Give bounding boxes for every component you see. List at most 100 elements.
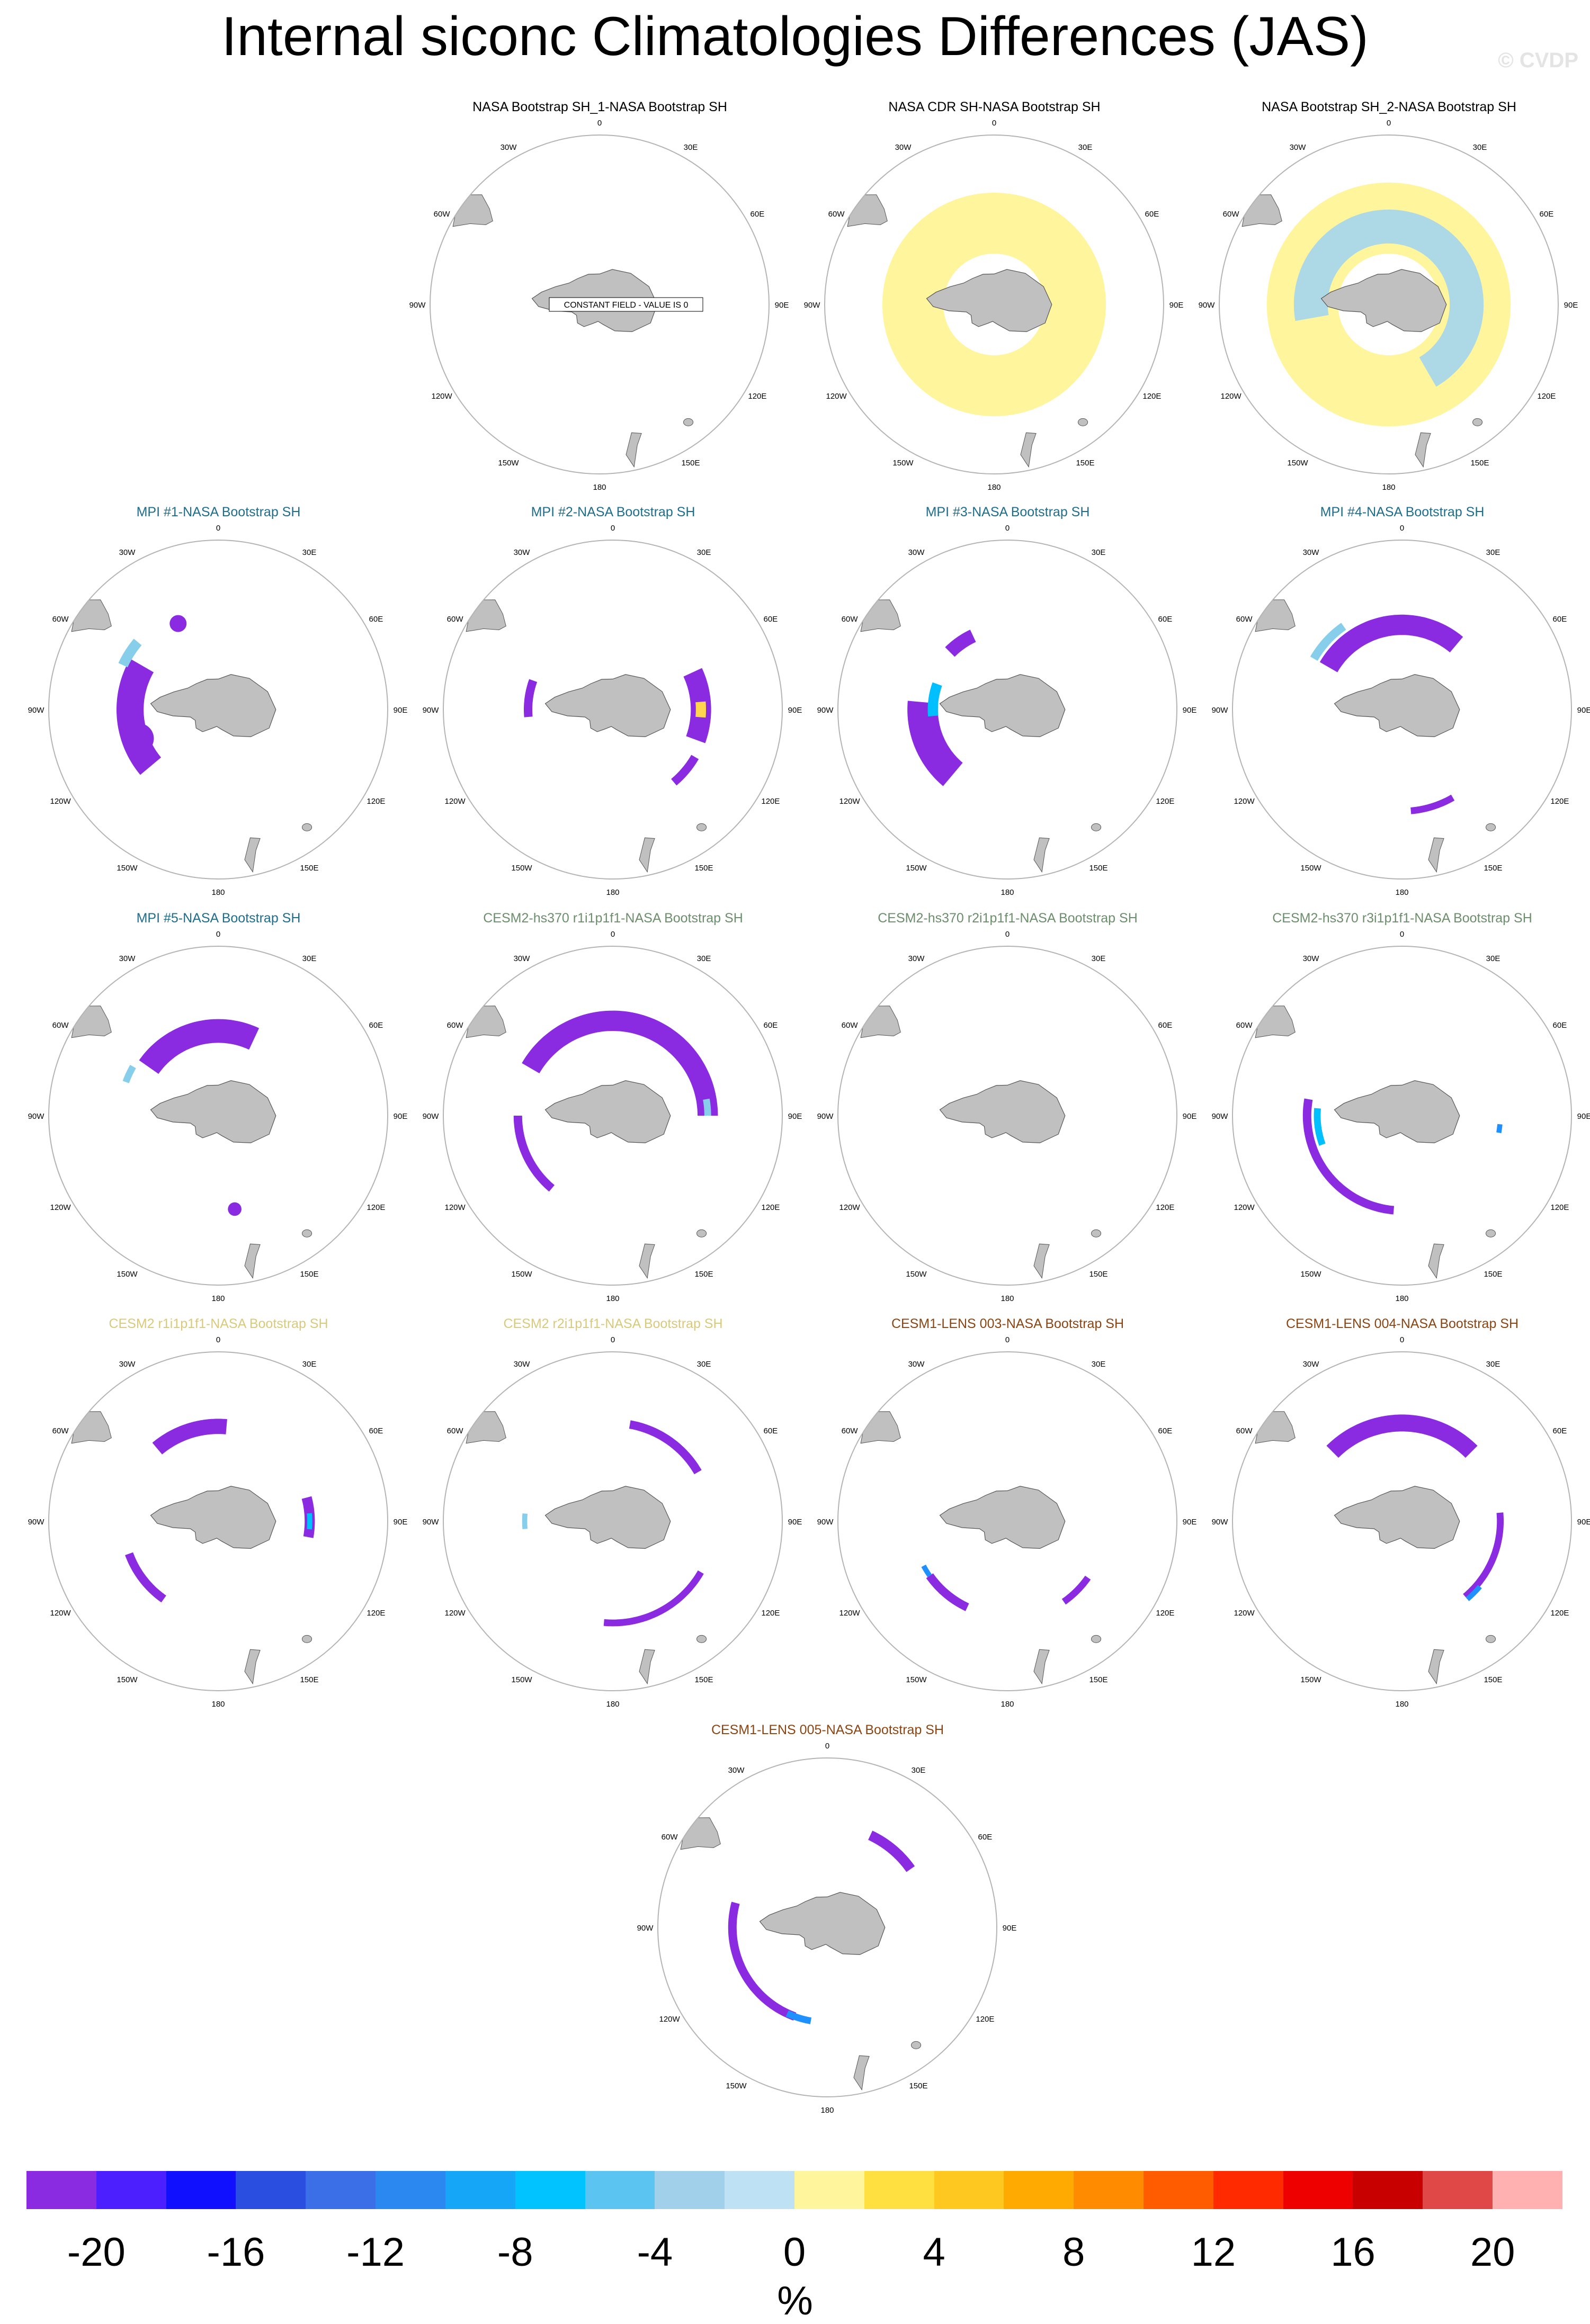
meridian-label: 0 — [1387, 119, 1391, 128]
meridian-label: 120W — [839, 1203, 861, 1212]
colorbar-units: % — [777, 2278, 813, 2323]
meridian-label: 90E — [788, 706, 802, 715]
meridian-label: 150W — [726, 2081, 747, 2090]
meridian-label: 60E — [764, 615, 778, 624]
new-zealand-land — [1033, 1243, 1050, 1279]
colorbar-swatch — [1423, 2171, 1493, 2209]
map-boundary-circle — [837, 540, 1177, 880]
colorbar-swatch — [445, 2171, 515, 2209]
ice-difference-region — [695, 701, 706, 718]
meridian-label: 180 — [1395, 888, 1408, 897]
meridian-label: 120W — [445, 797, 466, 806]
meridian-label: 60W — [842, 615, 859, 624]
map-clip-group — [1255, 599, 1496, 873]
polar-map: 0 30E 60E 90E 120E 150E 180 150W 120W 90W 60W 30W — [804, 119, 1184, 492]
antarctica-land — [544, 1486, 671, 1549]
map-clip-group — [466, 1411, 707, 1685]
meridian-label: 120W — [1234, 1203, 1255, 1212]
meridian-label: 120E — [1550, 1609, 1569, 1618]
map-boundary-circle — [48, 1351, 388, 1691]
meridian-label: 90E — [394, 1112, 408, 1121]
map-boundary-circle — [48, 946, 388, 1286]
map-boundary-circle — [1219, 134, 1559, 474]
meridian-label: 30E — [302, 954, 317, 963]
polar-map: 0 30E 60E 90E 120E 150E 180 150W 120W 90W 60W 30W — [28, 930, 408, 1303]
meridian-label: 90E — [1183, 1518, 1197, 1527]
polar-map: 0 30E 60E 90E 120E 150E 180 150W 120W 90W 60W 30W — [1212, 1335, 1590, 1709]
meridian-label: 60E — [369, 1021, 383, 1030]
new-zealand-land — [1428, 837, 1444, 873]
meridian-label: 90W — [817, 1518, 834, 1527]
meridian-label: 60W — [434, 210, 451, 219]
antarctica-land — [939, 1486, 1066, 1549]
antarctica-land — [759, 1892, 886, 1955]
meridian-label: 30W — [1290, 143, 1307, 152]
meridian-label: 120W — [50, 1609, 72, 1618]
colorbar-swatch — [934, 2171, 1004, 2209]
tasmania-land — [1486, 823, 1496, 831]
meridian-label: 120W — [1234, 797, 1255, 806]
tasmania-land — [696, 823, 707, 831]
meridian-label: 120E — [1156, 1609, 1174, 1618]
tasmania-land — [1091, 823, 1102, 831]
antarctica-land — [1334, 1486, 1460, 1549]
meridian-label: 120E — [976, 2015, 994, 2024]
meridian-label: 90E — [1169, 301, 1184, 310]
colorbar-swatch — [864, 2171, 934, 2209]
ice-difference-region — [1061, 1575, 1091, 1605]
ice-difference-region — [522, 1010, 718, 1116]
ice-difference-region — [927, 682, 942, 717]
meridian-label: 60W — [842, 1021, 859, 1030]
meridian-label: 90E — [394, 1518, 408, 1527]
meridian-label: 90W — [1212, 706, 1229, 715]
colorbar-tick-label: 12 — [1191, 2230, 1236, 2275]
meridian-label: 30E — [1486, 1360, 1500, 1369]
map-panel-cesm1-005: CESM1-LENS 005-NASA Bootstrap SH 0 30E 60E 9… — [630, 1718, 1025, 2121]
colorbar-swatch — [725, 2171, 794, 2209]
meridian-label: 150E — [1470, 459, 1489, 468]
meridian-label: 90E — [1003, 1924, 1017, 1933]
ice-difference-region — [603, 1570, 704, 1627]
colorbar — [26, 2171, 1562, 2209]
meridian-label: 90W — [409, 301, 426, 310]
colorbar-tick-label: -4 — [637, 2230, 673, 2275]
meridian-label: 150E — [694, 1675, 713, 1684]
new-zealand-land — [1020, 432, 1037, 468]
meridian-label: 30W — [514, 954, 531, 963]
map-clip-group — [466, 1006, 718, 1279]
tasmania-land — [1091, 1229, 1102, 1237]
map-boundary-circle — [824, 134, 1164, 474]
meridian-label: 150E — [1089, 1675, 1107, 1684]
antarctica-land — [939, 1080, 1066, 1144]
map-boundary-circle — [48, 540, 388, 880]
meridian-label: 180 — [606, 888, 619, 897]
colorbar-tick-label: 8 — [1062, 2230, 1085, 2275]
meridian-label: 150E — [694, 864, 713, 873]
polar-map: 0 30E 60E 90E 120E 150E 180 150W 120W 90W 60W 30W — [637, 1742, 1017, 2115]
meridian-label: 180 — [606, 1700, 619, 1709]
meridian-label: 30E — [684, 143, 698, 152]
ice-difference-region — [139, 1019, 260, 1074]
map-panel-cesm2-r1: CESM2 r1i1p1f1-NASA Bootstrap SH 0 30E 60E 9… — [21, 1312, 416, 1715]
meridian-label: 120W — [1221, 392, 1242, 401]
meridian-label: 180 — [606, 1294, 619, 1303]
meridian-label: 120E — [367, 1609, 385, 1618]
meridian-label: 30W — [1303, 548, 1320, 557]
colorbar-tick-label: 0 — [783, 2230, 806, 2275]
meridian-label: 120W — [445, 1203, 466, 1212]
tasmania-land — [302, 823, 312, 831]
map-panel-cesm2hs-r2: CESM2-hs370 r2i1p1f1-NASA Bootstrap SH 0 3… — [810, 907, 1205, 1309]
ice-difference-region — [117, 659, 162, 775]
meridian-label: 60W — [447, 1426, 464, 1435]
map-clip-group — [860, 599, 1102, 873]
watermark-label: © CVDP — [1498, 49, 1578, 72]
meridian-label: 120E — [367, 1203, 385, 1212]
map-boundary-circle — [837, 946, 1177, 1286]
meridian-label: 60W — [447, 1021, 464, 1030]
antarctica-land — [939, 674, 1066, 738]
map-clip-group — [71, 599, 312, 873]
map-boundary-circle — [1232, 1351, 1572, 1691]
ice-difference-region — [945, 630, 976, 657]
meridian-label: 120E — [761, 1609, 780, 1618]
meridian-label: 150W — [511, 1270, 532, 1279]
